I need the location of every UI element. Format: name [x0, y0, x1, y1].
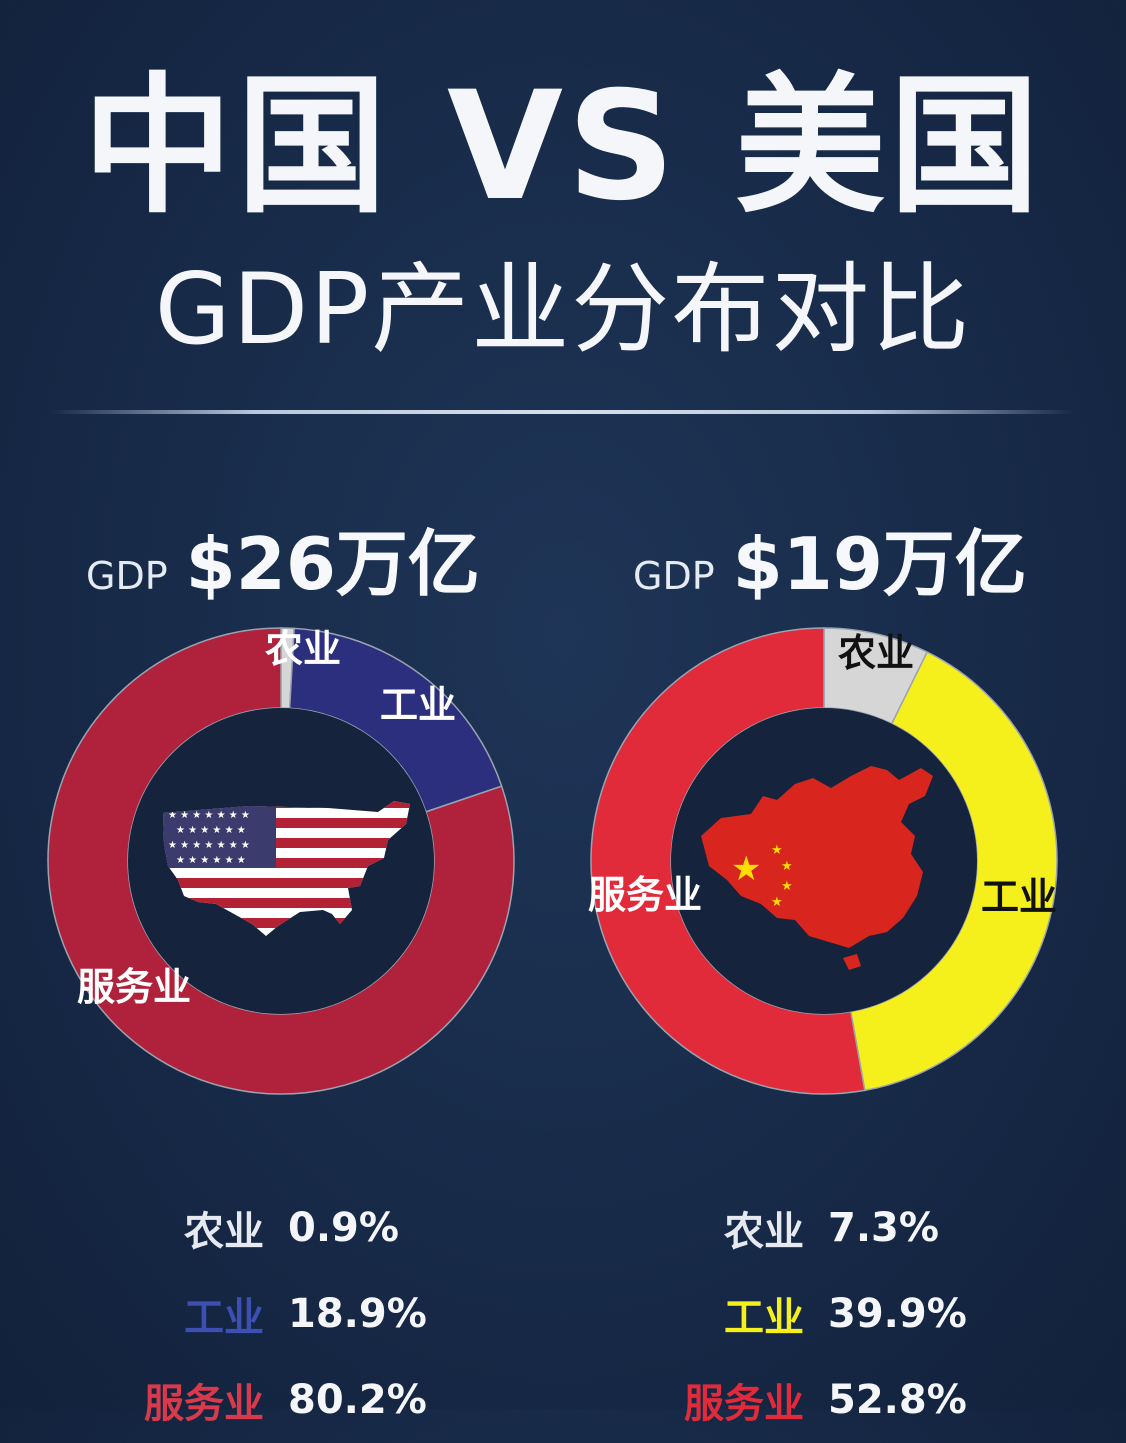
svg-text:★: ★ [781, 879, 793, 894]
us-legend-value-industry: 18.9% [288, 1291, 427, 1337]
us-donut-label-services: 服务业 [77, 965, 191, 1009]
cn-legend-row-services: 服务业 52.8% [680, 1357, 967, 1443]
us-legend-label-services: 服务业 [144, 1381, 264, 1427]
us-legend-row-industry: 工业 18.9% [140, 1271, 427, 1357]
us-gdp-heading: GDP $26万亿 [86, 505, 480, 606]
cn-legend: 农业 7.3% 工业 39.9% 服务业 52.8% [680, 1185, 967, 1443]
svg-text:★: ★ [731, 849, 761, 889]
svg-text:★ ★ ★ ★ ★ ★: ★ ★ ★ ★ ★ ★ [176, 855, 246, 866]
svg-text:★: ★ [771, 895, 783, 910]
cn-legend-label-industry: 工业 [724, 1295, 804, 1341]
page-subtitle: GDP产业分布对比 [154, 253, 972, 367]
us-donut-chart: ★ ★ ★ ★ ★ ★ ★ ★ ★ ★ ★ ★ ★ ★ ★ ★ ★ ★ ★ ★ … [47, 627, 515, 1095]
svg-text:★: ★ [771, 843, 783, 858]
us-donut-label-industry: 工业 [380, 683, 456, 727]
cn-gdp-value: $19万亿 [732, 522, 1027, 606]
us-gdp-value: $26万亿 [185, 522, 480, 606]
cn-legend-row-industry: 工业 39.9% [680, 1271, 967, 1357]
us-gdp-label: GDP [86, 554, 168, 598]
cn-legend-label-agriculture: 农业 [724, 1209, 804, 1255]
us-donut-label-agriculture: 农业 [265, 627, 341, 671]
cn-donut-label-services: 服务业 [588, 873, 702, 917]
us-legend-row-services: 服务业 80.2% [140, 1357, 427, 1443]
us-legend-label-industry: 工业 [184, 1295, 264, 1341]
svg-text:★ ★ ★ ★ ★ ★ ★: ★ ★ ★ ★ ★ ★ ★ [168, 810, 250, 821]
svg-text:★ ★ ★ ★ ★ ★ ★: ★ ★ ★ ★ ★ ★ ★ [168, 840, 250, 851]
cn-legend-label-services: 服务业 [684, 1381, 804, 1427]
us-legend-row-agriculture: 农业 0.9% [140, 1185, 427, 1271]
cn-legend-value-services: 52.8% [828, 1377, 967, 1423]
us-legend-value-services: 80.2% [288, 1377, 427, 1423]
title-divider [50, 410, 1074, 414]
us-legend: 农业 0.9% 工业 18.9% 服务业 80.2% [140, 1185, 427, 1443]
cn-gdp-label: GDP [633, 554, 715, 598]
us-legend-label-agriculture: 农业 [184, 1209, 264, 1255]
svg-text:★: ★ [781, 859, 793, 874]
us-legend-value-agriculture: 0.9% [288, 1205, 399, 1251]
cn-legend-value-agriculture: 7.3% [828, 1205, 939, 1251]
cn-legend-value-industry: 39.9% [828, 1291, 967, 1337]
china-flag-map-icon: ★ ★ ★ ★ ★ [701, 766, 933, 970]
cn-gdp-heading: GDP $19万亿 [633, 505, 1027, 606]
cn-donut-label-industry: 工业 [981, 875, 1057, 919]
page-title: 中国 VS 美国 [82, 60, 1044, 234]
cn-legend-row-agriculture: 农业 7.3% [680, 1185, 967, 1271]
cn-donut-label-agriculture: 农业 [838, 631, 914, 675]
svg-text:★ ★ ★ ★ ★ ★: ★ ★ ★ ★ ★ ★ [176, 825, 246, 836]
